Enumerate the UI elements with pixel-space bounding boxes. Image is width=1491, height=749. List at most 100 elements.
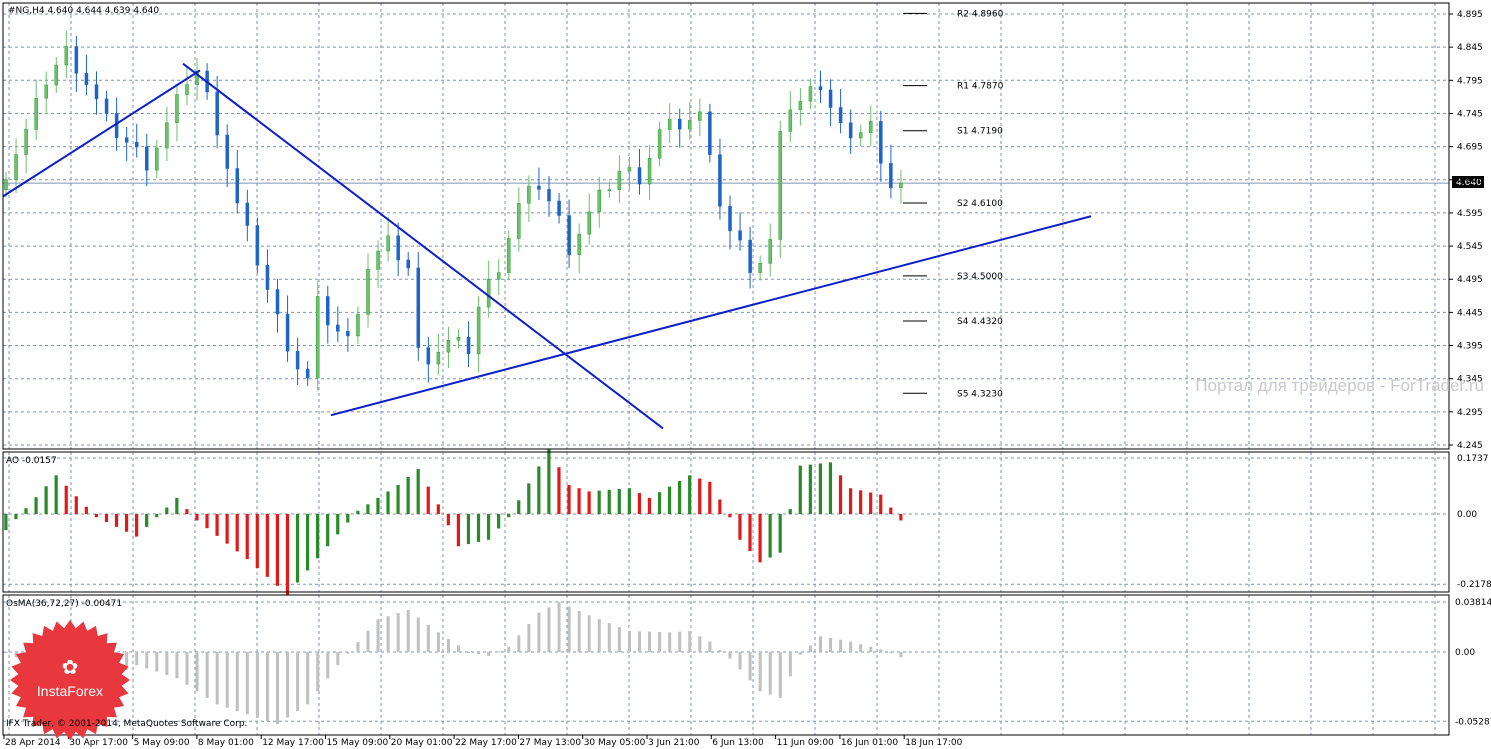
pane-border [2,451,1450,593]
ao-bar [476,514,481,542]
candle-body [34,97,38,130]
price-tick-label: 4.295 [1457,408,1483,418]
ao-bar [326,514,330,547]
ao-bar [84,506,88,514]
osma-bar [899,652,903,658]
ao-pane-title: AO -0.0157 [6,456,57,466]
candle-body [657,129,662,159]
candle-body [155,147,159,171]
osma-bar [155,652,159,672]
osma-bar [235,652,239,711]
price-tick-label: 4.645 [1457,176,1483,186]
symbol-header: #NG,H4 4.640 4.644 4.639 4.640 [8,6,159,16]
candle-body [828,89,833,108]
time-tick-label: 5 May 09:00 [134,738,190,748]
trendlines[interactable] [2,62,1092,430]
ao-bar [195,514,199,521]
candle-body [547,189,551,202]
time-tick-label: 28 Apr 2014 [5,738,61,748]
ao-bar [758,514,762,563]
candle-body [627,167,632,172]
osma-bar [829,638,833,652]
osma-bar [497,651,501,653]
osma-bar [386,616,390,652]
candle-body [315,296,320,379]
osma-tick-label: -0.05287 [1455,717,1491,727]
ao-bar [426,486,430,514]
ao-bar [698,478,702,514]
watermark-text: Портал для трейдеров - ForTrader.ru [1195,376,1484,395]
current-price-value: 4.640 [1456,178,1482,188]
candle-body [145,146,149,171]
ao-bar [848,488,853,514]
candle-body [305,368,310,379]
ao-bar [718,499,722,514]
candle-body [346,331,350,337]
osma-bar [768,652,772,695]
osma-bar [185,652,189,685]
candle-body [758,263,762,273]
time-tick-label: 30 Apr 17:00 [69,738,128,748]
osma-bar [406,610,410,652]
pivot-label: S3 4.5000 [957,272,1003,282]
ao-bar [899,514,903,521]
ao-bar [818,463,822,514]
osma-bar [517,635,521,652]
trendline-rising-1 [2,69,201,198]
price-tick-label: 4.345 [1457,375,1483,385]
ao-bar [738,514,742,540]
candle-body [386,235,390,252]
candle-body [858,132,863,139]
candle-body [708,111,712,155]
ao-bar [4,514,8,531]
candle-body [587,211,591,235]
candle-body [677,118,682,130]
ao-bar [728,514,732,518]
ao-bar [667,486,672,514]
candle-body [94,84,99,100]
price-tick-label: 4.795 [1457,76,1483,86]
ao-bar [808,464,812,514]
price-tick-label: 4.395 [1457,342,1483,352]
pivot-label: S2 4.6100 [957,199,1003,209]
osma-bar [627,631,631,652]
ao-bar [486,514,491,540]
osma-bar [286,652,290,718]
ao-bar [175,497,179,514]
ao-tick-label: 0.00 [1457,510,1477,520]
ao-bar [768,514,772,558]
ao-histogram [4,449,903,595]
osma-bar [708,641,712,652]
ao-tick-label: 0.1737 [1457,454,1489,464]
candle-body [175,94,179,123]
ao-bar [124,514,129,532]
ao-bar [145,514,149,527]
osma-bar [748,652,752,681]
price-tick-label: 4.595 [1457,209,1483,219]
ao-bar [537,466,541,514]
trendline-rising-2 [330,215,1092,417]
ao-bar [235,514,239,552]
candle-body [84,73,89,85]
osma-bar [326,652,330,679]
osma-bar [597,619,601,652]
ao-bar [567,484,571,514]
osma-bar [698,636,702,652]
candle-body [798,100,803,111]
candle-body [215,91,219,136]
osma-bar [255,652,259,718]
ao-bar [366,504,370,514]
osma-bar [336,652,340,666]
logo-text: InstaForex [37,683,103,699]
ao-bar [104,514,109,523]
price-tick-label: 4.745 [1457,109,1483,119]
candle-body [225,134,229,169]
ao-bar [678,480,682,514]
osma-bar [607,623,611,652]
osma-bar [477,652,481,654]
candle-body [718,154,722,207]
osma-bar [547,607,551,652]
candle-body [899,182,903,188]
candle-body [879,121,883,164]
